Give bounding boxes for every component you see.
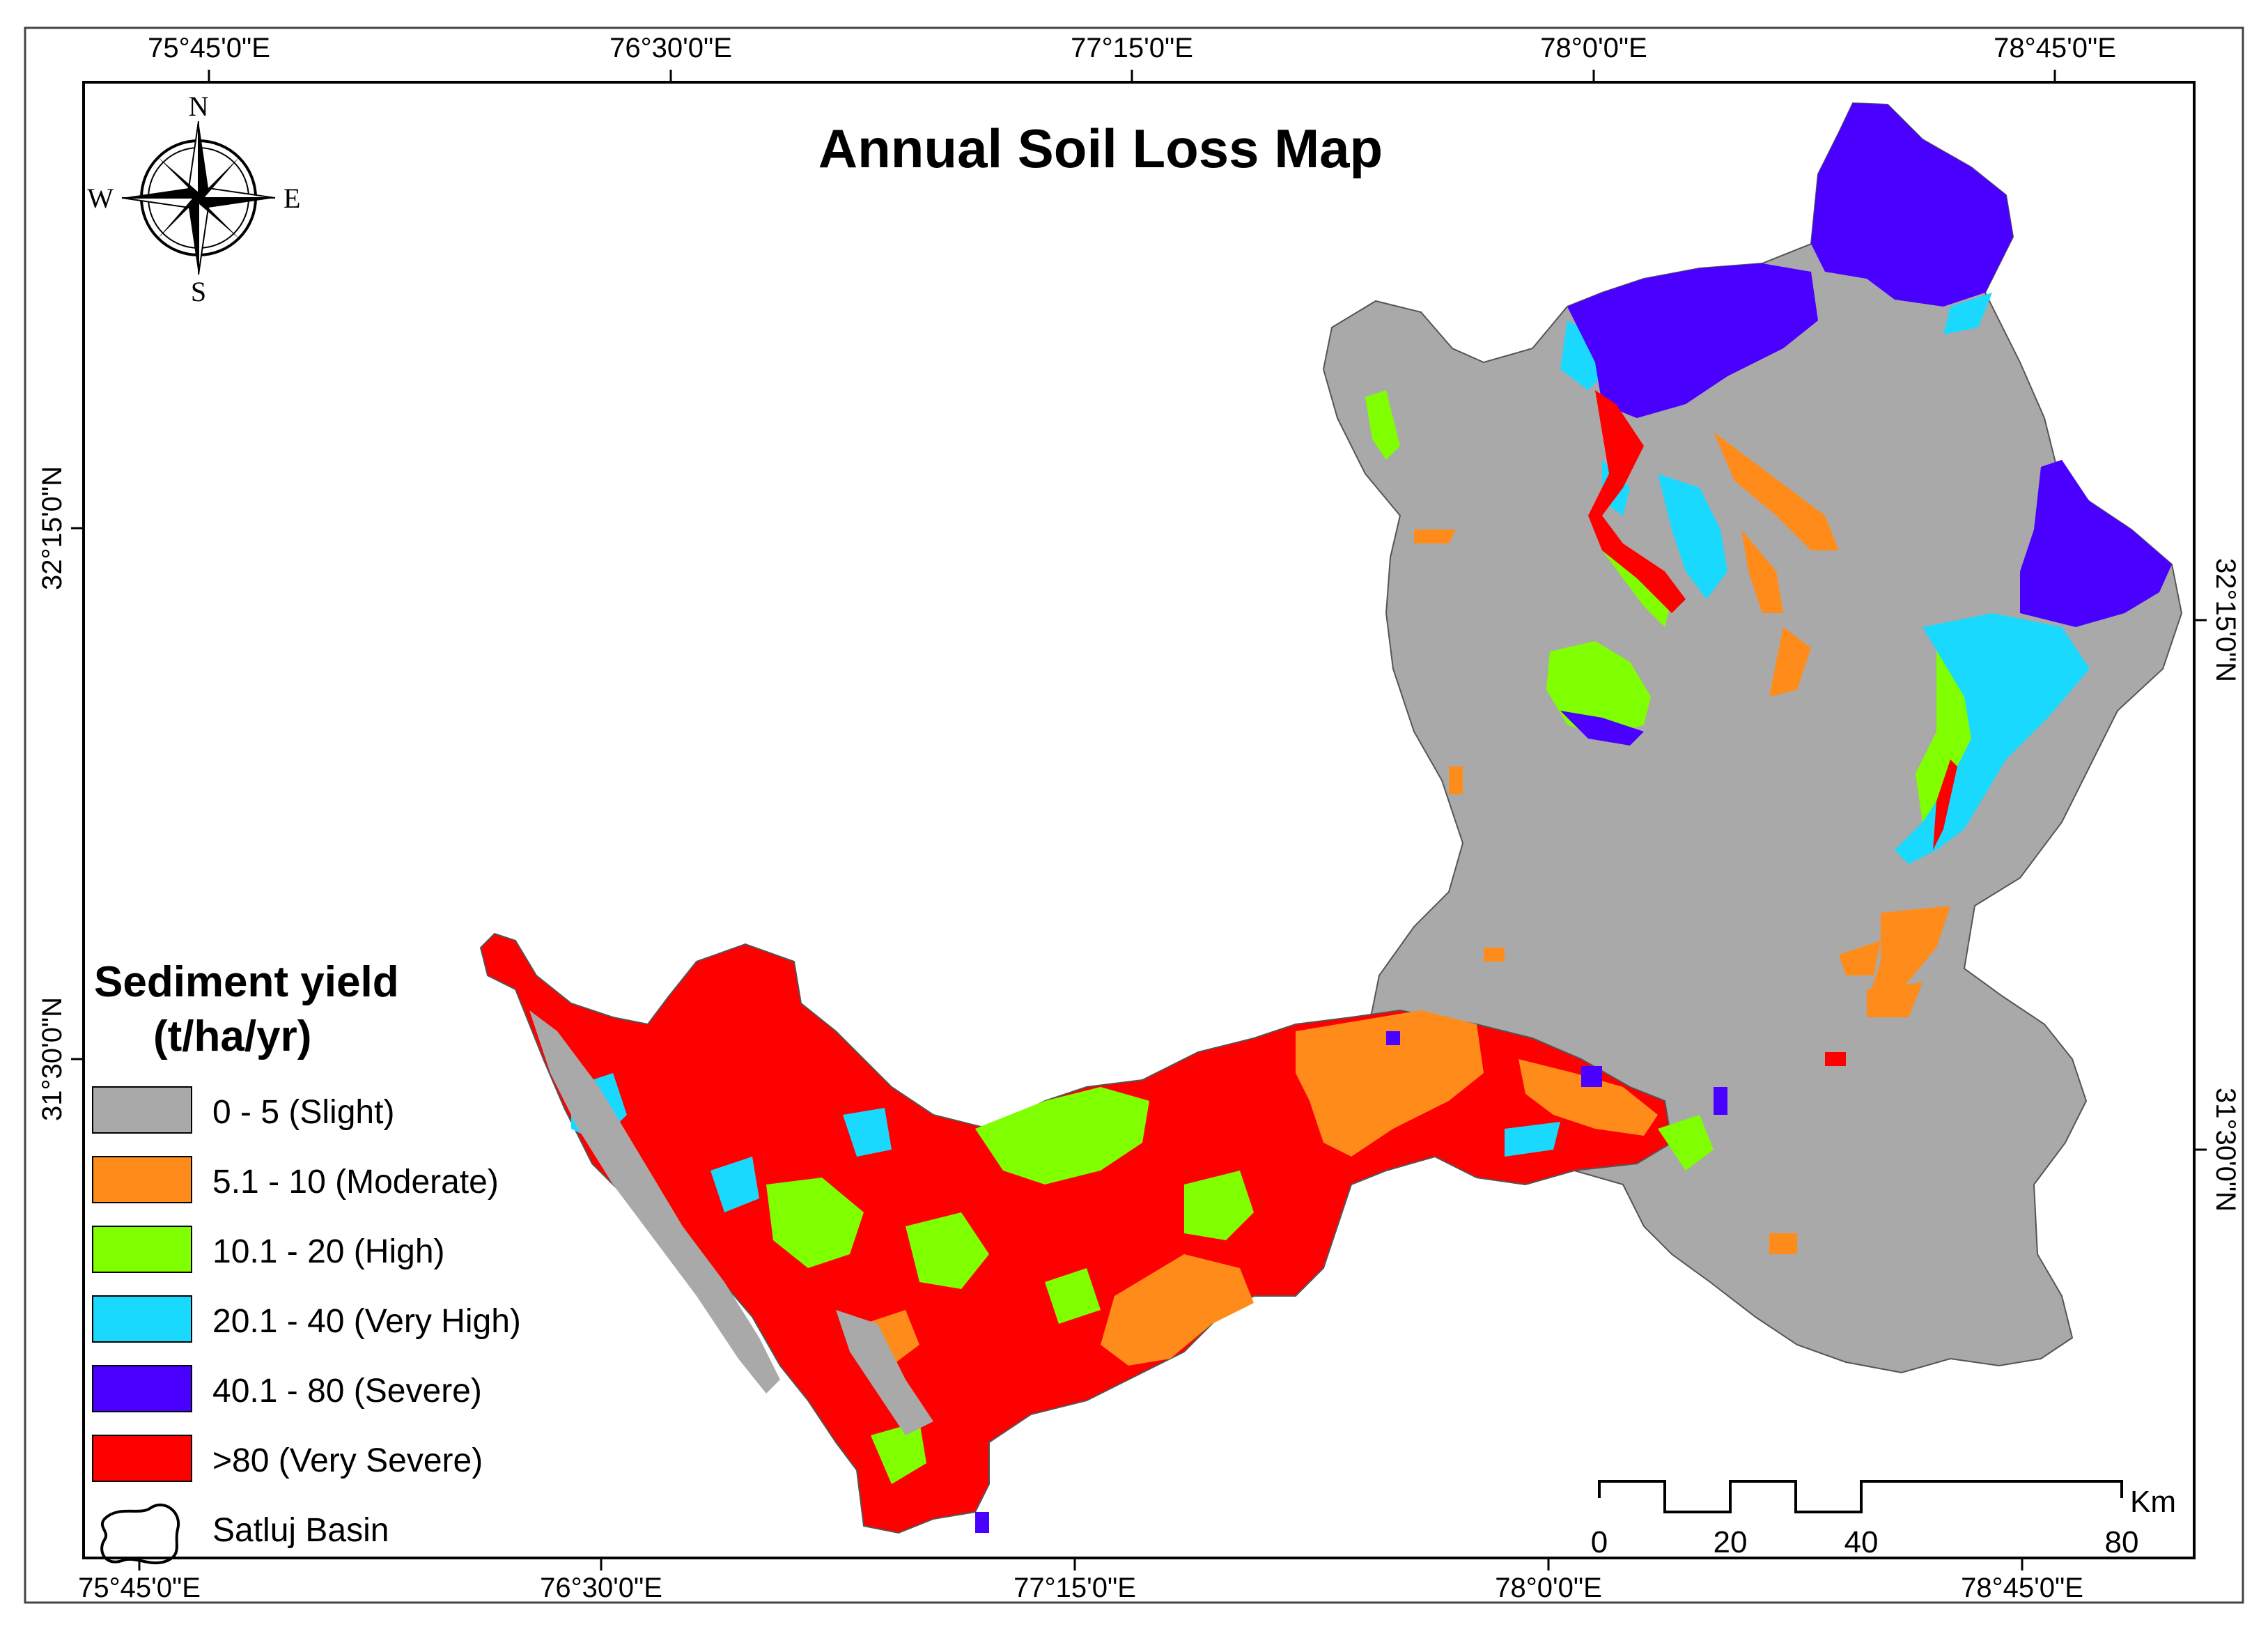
basin-outline-icon	[100, 1503, 180, 1565]
left-axis-labels: 32°15'0"N 31°30'0"N	[37, 466, 68, 1121]
legend-swatch-very-severe	[92, 1435, 192, 1482]
legend-swatch-moderate	[92, 1156, 192, 1203]
bottom-tick-label: 76°30'0"E	[540, 1573, 662, 1603]
scale-label: 0	[1591, 1525, 1608, 1559]
legend-swatch-severe	[92, 1365, 192, 1412]
scale-label: 20	[1714, 1525, 1748, 1559]
compass-north: N	[189, 91, 209, 122]
slight-lower-patches	[529, 1010, 933, 1435]
top-tick-label: 78°45'0"E	[1994, 33, 2116, 63]
legend-swatch-high	[92, 1226, 192, 1273]
severe-patches	[975, 103, 2172, 1533]
compass-south: S	[191, 276, 206, 307]
legend-unit: (t/ha/yr)	[153, 1012, 311, 1060]
top-axis-labels: 75°45'0"E 76°30'0"E 77°15'0"E 78°0'0"E 7…	[148, 33, 2116, 63]
bottom-tick-label: 78°45'0"E	[1961, 1573, 2083, 1603]
legend-swatch-slight	[92, 1086, 192, 1134]
right-tick-label: 31°30'0"N	[2210, 1088, 2241, 1212]
map-title: Annual Soil Loss Map	[818, 118, 1383, 179]
legend-label-moderate: 5.1 - 10 (Moderate)	[212, 1164, 499, 1201]
legend-label-basin: Satluj Basin	[212, 1512, 389, 1549]
scale-label: 80	[2105, 1525, 2139, 1559]
scale-unit: Km	[2130, 1485, 2176, 1519]
top-tick-label: 78°0'0"E	[1540, 33, 1647, 63]
legend-swatch-very-high	[92, 1295, 192, 1343]
moderate-patches	[864, 432, 1950, 1366]
bottom-tick-label: 75°45'0"E	[78, 1573, 201, 1603]
compass-west: W	[87, 183, 114, 214]
legend-label-slight: 0 - 5 (Slight)	[212, 1094, 394, 1131]
legend-label-very-severe: >80 (Very Severe)	[212, 1442, 483, 1479]
legend-title: Sediment yield	[94, 958, 399, 1006]
left-tick-label: 32°15'0"N	[37, 466, 68, 590]
bottom-axis-labels: 75°45'0"E 76°30'0"E 77°15'0"E 78°0'0"E 7…	[78, 1573, 2083, 1603]
legend-label-very-high: 20.1 - 40 (Very High)	[212, 1303, 521, 1340]
bottom-tick-label: 78°0'0"E	[1495, 1573, 1602, 1603]
legend-label-high: 10.1 - 20 (High)	[212, 1233, 445, 1270]
top-tick-label: 76°30'0"E	[609, 33, 732, 63]
right-tick-label: 32°15'0"N	[2210, 558, 2241, 682]
top-tick-label: 75°45'0"E	[148, 33, 270, 63]
scale-bar: Km 0 20 40 80	[1591, 1480, 2176, 1559]
top-tick-label: 77°15'0"E	[1071, 33, 1193, 63]
right-axis-labels: 32°15'0"N 31°30'0"N	[2210, 558, 2241, 1212]
compass-east: E	[284, 183, 300, 214]
compass-rose-icon: N S E W	[87, 91, 300, 307]
bottom-tick-label: 77°15'0"E	[1013, 1573, 1136, 1603]
very-severe-upper-patches	[1588, 390, 1957, 1066]
legend: Sediment yield (t/ha/yr) 0 - 5 (Slight) …	[92, 958, 521, 1565]
left-tick-label: 31°30'0"N	[37, 997, 68, 1121]
satluj-basin-map	[479, 102, 2183, 1534]
scale-label: 40	[1844, 1525, 1879, 1559]
legend-label-severe: 40.1 - 80 (Severe)	[212, 1373, 482, 1410]
outer-frame	[24, 26, 2244, 1604]
graticule-ticks	[71, 70, 2207, 1571]
